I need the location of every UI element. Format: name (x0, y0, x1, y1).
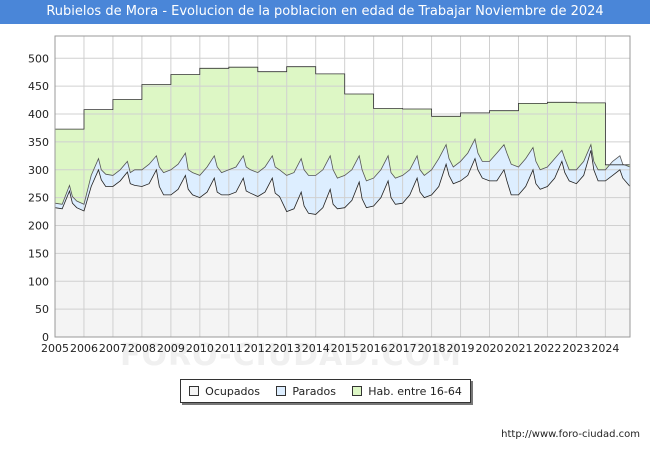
x-tick-label: 2012 (244, 342, 272, 355)
y-tick-label: 50 (35, 303, 49, 316)
legend-item-hab: Hab. entre 16-64 (352, 385, 462, 398)
legend-swatch-ocupados (189, 386, 200, 396)
x-tick-label: 2013 (273, 342, 301, 355)
x-tick-label: 2019 (447, 342, 475, 355)
y-tick-label: 150 (28, 247, 49, 260)
legend-label-ocupados: Ocupados (205, 384, 261, 398)
parados-line (54, 137, 631, 205)
chart-title: Rubielos de Mora - Evolucion de la pobla… (0, 0, 650, 24)
x-tick-label: 2009 (157, 342, 185, 355)
y-tick-label: 500 (28, 52, 49, 65)
x-tick-label: 2010 (186, 342, 214, 355)
watermark: FORO-CIUDAD.COM (120, 338, 462, 373)
x-tick-label: 2022 (533, 342, 561, 355)
hab-line (55, 66, 630, 166)
x-tick-label: 2016 (360, 342, 388, 355)
legend-swatch-hab (352, 386, 363, 396)
x-tick-label: 2007 (99, 342, 127, 355)
x-tick-label: 2015 (331, 342, 359, 355)
plot-border (54, 35, 631, 338)
footer-url[interactable]: http://www.foro-ciudad.com (501, 429, 640, 440)
x-tick-label: 2011 (215, 342, 243, 355)
x-tick-label: 2017 (389, 342, 417, 355)
y-tick-label: 450 (28, 80, 49, 93)
y-tick-label: 0 (42, 331, 49, 344)
y-tick-label: 350 (28, 136, 49, 149)
legend-item-ocupados: Ocupados (189, 385, 260, 398)
x-tick-label: 2021 (504, 342, 532, 355)
x-tick-label: 2005 (41, 342, 69, 355)
legend: Ocupados Parados Hab. entre 16-64 (180, 379, 471, 403)
x-tick-label: 2020 (476, 342, 504, 355)
legend-item-parados: Parados (276, 385, 336, 398)
y-tick-label: 100 (28, 275, 49, 288)
y-tick-label: 200 (28, 220, 49, 233)
x-tick-label: 2006 (70, 342, 98, 355)
legend-label-hab: Hab. entre 16-64 (368, 384, 462, 398)
x-tick-label: 2024 (591, 342, 619, 355)
x-tick-label: 2018 (418, 342, 446, 355)
y-tick-label: 400 (28, 108, 49, 121)
x-tick-label: 2014 (302, 342, 330, 355)
ocupados-line (54, 150, 631, 215)
y-tick-label: 250 (28, 192, 49, 205)
legend-swatch-parados (276, 386, 287, 396)
x-tick-label: 2008 (128, 342, 156, 355)
y-tick-label: 300 (28, 164, 49, 177)
ocupados-area (55, 150, 630, 337)
x-tick-label: 2023 (562, 342, 590, 355)
legend-label-parados: Parados (292, 384, 336, 398)
